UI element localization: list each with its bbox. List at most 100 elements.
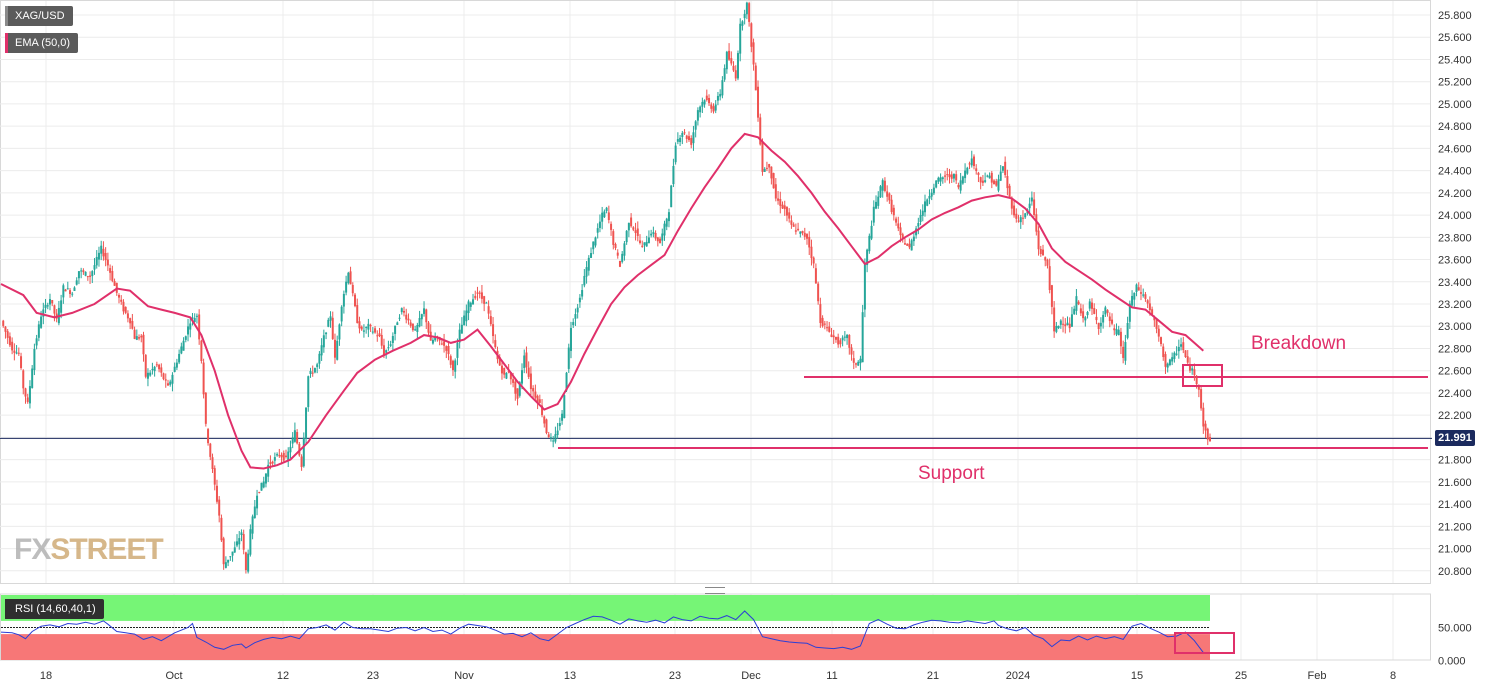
price-tick-label: 23.000 <box>1438 321 1472 333</box>
candle-body <box>86 276 89 278</box>
candle-body <box>262 481 265 488</box>
candle-body <box>527 367 530 377</box>
candle-body <box>64 289 67 292</box>
candle-body <box>837 336 840 345</box>
candle-body <box>367 323 370 330</box>
candle-body <box>549 437 552 439</box>
candle-body <box>267 464 270 477</box>
candle-body <box>178 353 181 363</box>
candle-body <box>754 65 757 91</box>
candle-body <box>823 323 826 325</box>
candle-body <box>66 288 69 290</box>
candle-body <box>333 339 336 358</box>
rsi-line <box>0 610 1204 653</box>
candle-body <box>264 473 267 484</box>
candle-body <box>977 172 980 175</box>
candle-body <box>382 345 385 356</box>
candle-body <box>1077 301 1080 305</box>
candle-body <box>632 227 635 230</box>
candle-body <box>1095 316 1098 321</box>
price-tick-label: 23.200 <box>1438 299 1472 311</box>
candle-body <box>563 395 566 419</box>
candle-body <box>1021 217 1024 219</box>
candle-body <box>1070 314 1073 327</box>
candle-body <box>100 245 103 254</box>
candle-body <box>354 294 357 307</box>
candle-body <box>761 141 764 172</box>
price-tick-label: 21.600 <box>1438 477 1472 489</box>
candle-body <box>129 318 132 324</box>
candle-body <box>937 177 940 182</box>
candle-body <box>247 553 250 572</box>
candle-body <box>378 333 381 337</box>
time-tick-label: Dec <box>741 670 761 682</box>
price-tick-label: 25.200 <box>1438 77 1472 89</box>
logo-street: STREET <box>50 533 163 566</box>
candle-body <box>256 495 259 509</box>
candle-body <box>924 201 927 213</box>
candle-body <box>358 321 361 329</box>
candle-body <box>467 301 470 314</box>
candle-body <box>774 184 777 199</box>
candle-body <box>730 58 733 64</box>
candle-body <box>912 236 915 242</box>
candle-body <box>253 506 256 519</box>
candle-body <box>708 97 711 104</box>
candle-body <box>743 13 746 19</box>
rsi-legend[interactable]: RSI (14,60,40,1) <box>5 599 104 619</box>
candle-body <box>1191 368 1194 371</box>
candle-body <box>797 228 800 231</box>
candle-body <box>961 176 964 184</box>
candle-body <box>166 383 169 386</box>
candle-body <box>1142 294 1145 296</box>
rsi-highlight-box <box>1174 632 1235 654</box>
candle-body <box>458 329 461 343</box>
candle-body <box>859 358 862 364</box>
candle-body <box>665 218 668 227</box>
time-tick-label: 2024 <box>1006 670 1030 682</box>
candle-body <box>233 547 236 553</box>
candle-body <box>91 271 94 277</box>
candle-body <box>1037 230 1040 250</box>
pane-resize-handle[interactable] <box>705 587 725 594</box>
candle-body <box>572 322 575 326</box>
candle-body <box>561 413 564 421</box>
candle-body <box>656 237 659 242</box>
candle-body <box>863 264 866 310</box>
candle-body <box>641 245 644 247</box>
candle-body <box>554 434 557 442</box>
candle-body <box>449 356 452 365</box>
candle-body <box>567 347 570 369</box>
support-resistance-lines <box>0 376 1432 449</box>
candle-body <box>636 228 639 236</box>
candle-body <box>612 231 615 245</box>
candle-body <box>783 205 786 210</box>
candle-body <box>728 50 731 60</box>
candle-body <box>187 326 190 335</box>
candle-body <box>1102 314 1105 323</box>
candle-body <box>1099 322 1102 327</box>
candle-body <box>1146 300 1149 304</box>
candle-body <box>1068 323 1071 329</box>
candle-body <box>993 180 996 185</box>
candle-body <box>1075 296 1078 311</box>
candle-body <box>1066 322 1069 326</box>
candle-body <box>676 139 679 142</box>
candle-body <box>910 240 913 251</box>
candle-body <box>814 268 817 284</box>
candle-body <box>487 306 490 314</box>
ema-legend[interactable]: EMA (50,0) <box>5 33 79 53</box>
candle-body <box>97 252 100 260</box>
candle-body <box>670 185 673 208</box>
candle-body <box>180 346 183 354</box>
candle-body <box>819 304 822 324</box>
candle-body <box>986 175 989 177</box>
candle-body <box>293 430 296 442</box>
symbol-legend[interactable]: XAG/USD <box>5 6 73 26</box>
candle-body <box>667 212 670 222</box>
candle-body <box>768 164 771 168</box>
candle-body <box>610 223 613 230</box>
price-tick-label: 25.400 <box>1438 54 1472 66</box>
candle-body <box>854 363 857 365</box>
candle-body <box>380 334 383 346</box>
